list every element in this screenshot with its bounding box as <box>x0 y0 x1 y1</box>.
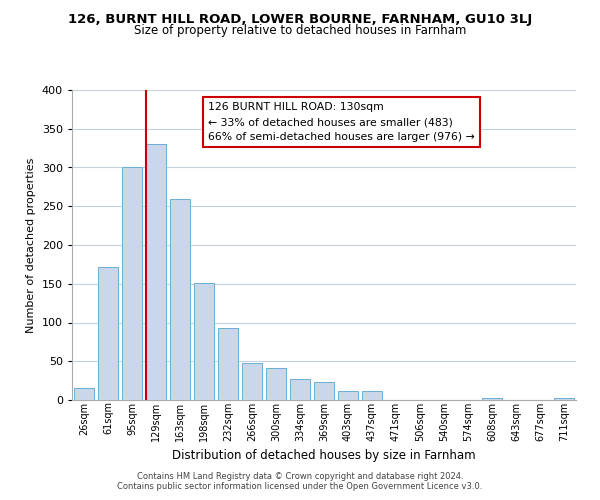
Bar <box>362 392 382 400</box>
Y-axis label: Number of detached properties: Number of detached properties <box>26 158 36 332</box>
Bar <box>242 363 262 400</box>
X-axis label: Distribution of detached houses by size in Farnham: Distribution of detached houses by size … <box>172 449 476 462</box>
Text: Size of property relative to detached houses in Farnham: Size of property relative to detached ho… <box>134 24 466 37</box>
Bar <box>194 283 214 400</box>
Bar <box>122 166 142 400</box>
Bar <box>218 328 238 400</box>
Bar <box>482 398 502 400</box>
Bar <box>170 200 190 400</box>
Bar <box>338 390 358 400</box>
Bar <box>290 379 310 400</box>
Bar <box>554 398 574 400</box>
Bar <box>146 144 166 400</box>
Text: Contains HM Land Registry data © Crown copyright and database right 2024.: Contains HM Land Registry data © Crown c… <box>137 472 463 481</box>
Bar <box>74 388 94 400</box>
Text: 126, BURNT HILL ROAD, LOWER BOURNE, FARNHAM, GU10 3LJ: 126, BURNT HILL ROAD, LOWER BOURNE, FARN… <box>68 12 532 26</box>
Text: 126 BURNT HILL ROAD: 130sqm
← 33% of detached houses are smaller (483)
66% of se: 126 BURNT HILL ROAD: 130sqm ← 33% of det… <box>208 102 475 142</box>
Bar <box>266 368 286 400</box>
Bar <box>98 266 118 400</box>
Text: Contains public sector information licensed under the Open Government Licence v3: Contains public sector information licen… <box>118 482 482 491</box>
Bar <box>314 382 334 400</box>
